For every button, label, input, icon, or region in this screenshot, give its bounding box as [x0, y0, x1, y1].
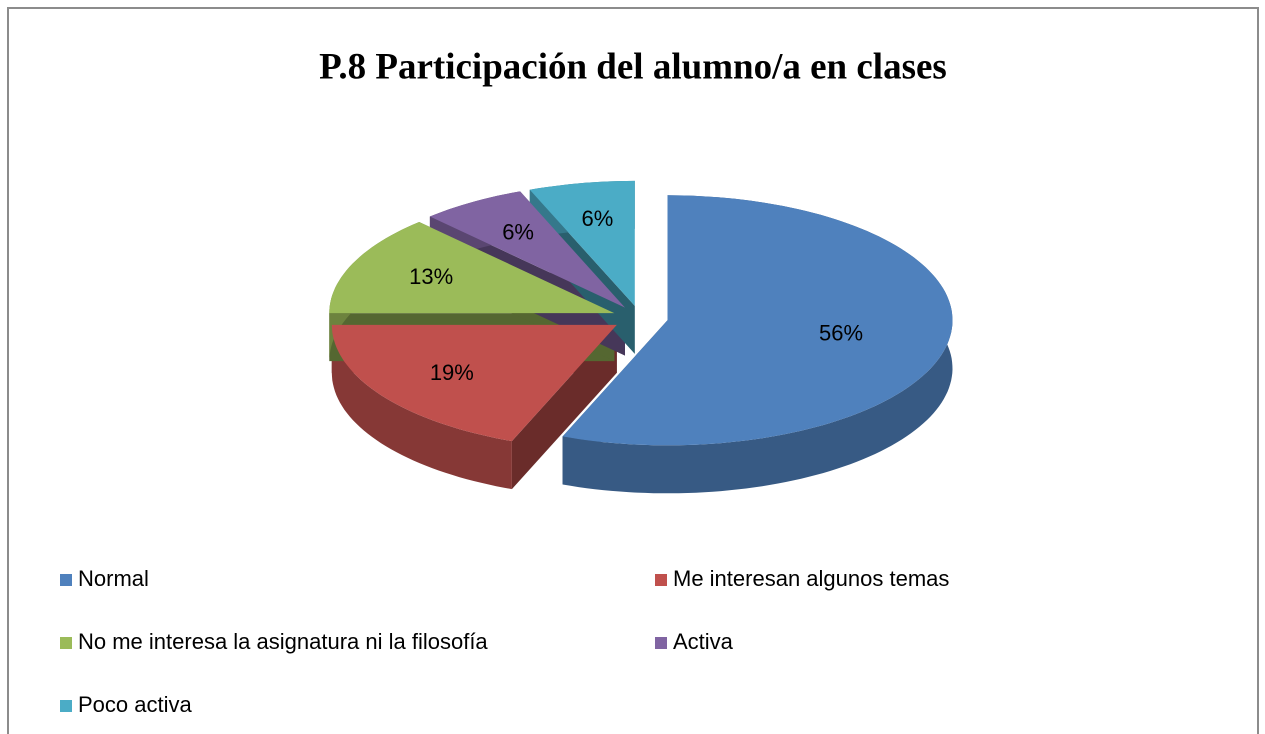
slice	[529, 180, 635, 306]
legend-swatch	[60, 574, 72, 586]
legend-label: Activa	[673, 629, 734, 654]
legend-label: No me interesa la asignatura ni la filos…	[78, 629, 488, 654]
legend-swatch	[60, 700, 72, 712]
legend-label: Poco activa	[78, 692, 192, 717]
slice-wall	[331, 324, 512, 490]
slice	[329, 222, 615, 314]
slice	[331, 324, 617, 442]
data-label: 13%	[409, 264, 453, 289]
legend-label: Normal	[78, 566, 149, 591]
legend-swatch	[655, 637, 667, 649]
chart-title: P.8 Participación del alumno/a en clases	[319, 46, 947, 87]
data-label: 6%	[502, 220, 534, 245]
legend-swatch	[655, 574, 667, 586]
slice	[429, 191, 625, 308]
legend-swatch	[60, 637, 72, 649]
legend-label: Me interesan algunos temas	[673, 566, 949, 591]
data-label: 56%	[819, 321, 863, 346]
data-label: 19%	[430, 360, 474, 385]
slice	[562, 195, 953, 446]
data-label: 6%	[581, 206, 613, 231]
